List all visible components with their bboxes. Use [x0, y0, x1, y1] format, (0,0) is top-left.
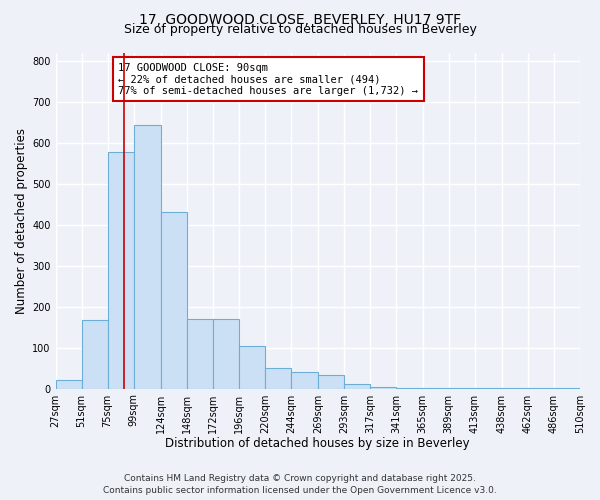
- Bar: [239, 346, 265, 389]
- Bar: [56, 380, 82, 388]
- Bar: [344, 384, 370, 388]
- Bar: [107, 152, 134, 388]
- Bar: [82, 320, 107, 388]
- Text: Size of property relative to detached houses in Beverley: Size of property relative to detached ho…: [124, 22, 476, 36]
- Bar: [370, 386, 397, 388]
- Text: 17 GOODWOOD CLOSE: 90sqm
← 22% of detached houses are smaller (494)
77% of semi-: 17 GOODWOOD CLOSE: 90sqm ← 22% of detach…: [118, 62, 418, 96]
- Bar: [187, 319, 213, 388]
- Bar: [265, 368, 291, 388]
- Bar: [291, 372, 319, 388]
- Text: 17, GOODWOOD CLOSE, BEVERLEY, HU17 9TF: 17, GOODWOOD CLOSE, BEVERLEY, HU17 9TF: [139, 12, 461, 26]
- Bar: [213, 319, 239, 388]
- Y-axis label: Number of detached properties: Number of detached properties: [15, 128, 28, 314]
- Bar: [134, 126, 161, 388]
- Text: Contains HM Land Registry data © Crown copyright and database right 2025.
Contai: Contains HM Land Registry data © Crown c…: [103, 474, 497, 495]
- X-axis label: Distribution of detached houses by size in Beverley: Distribution of detached houses by size …: [166, 437, 470, 450]
- Bar: [319, 375, 344, 388]
- Bar: [161, 212, 187, 388]
